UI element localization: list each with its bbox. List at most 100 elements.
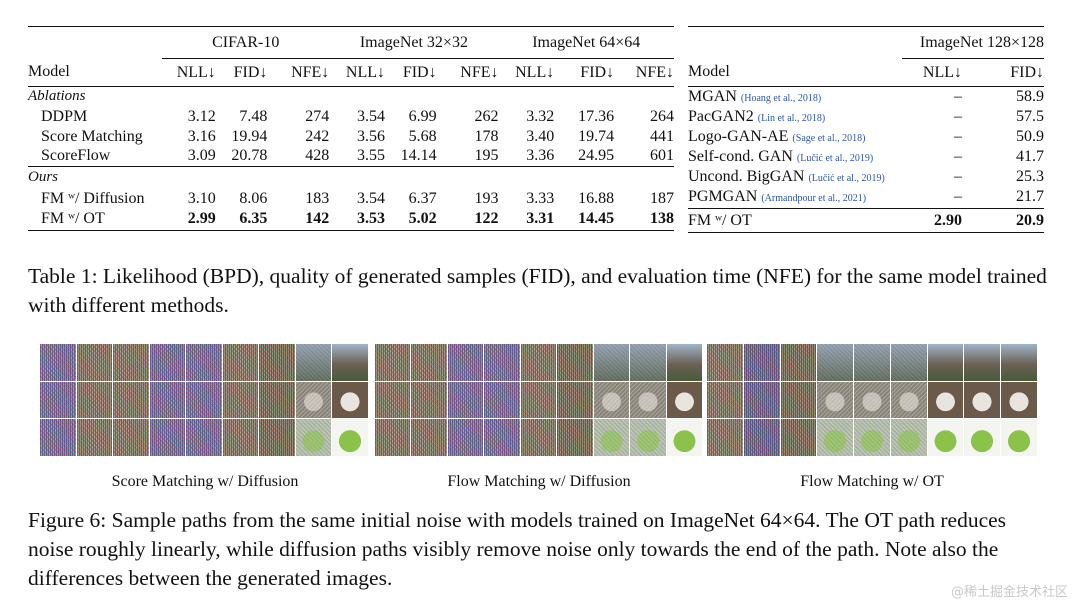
sample-image	[666, 419, 702, 456]
sample-image	[780, 381, 817, 419]
group-header-imagenet32: ImageNet 32×32	[329, 26, 499, 59]
metric-header: NFE↓	[635, 63, 674, 81]
table-cell: 16.88	[578, 189, 615, 207]
watermark: @稀土掘金技术社区	[950, 585, 1068, 600]
row-model: DDPM	[41, 107, 88, 125]
row-model: Logo-GAN-AE	[688, 127, 789, 145]
sample-image	[332, 381, 368, 419]
sample-image	[76, 344, 113, 381]
sample-image	[484, 381, 520, 419]
row-model: PGMGAN	[688, 188, 758, 206]
table-cell: 428	[305, 147, 330, 165]
table-cell: 50.9	[1016, 127, 1044, 145]
metric-header: FID↓	[1010, 63, 1044, 81]
sample-image	[375, 419, 411, 456]
table-cell: 6.35	[239, 210, 268, 228]
citation: (Lin et al., 2018)	[757, 112, 826, 124]
table-row: FM ʷ/ OT 2.90 20.9	[688, 208, 1044, 233]
table-cell: 58.9	[1016, 87, 1044, 105]
sample-image	[149, 381, 186, 419]
sample-image	[520, 381, 557, 419]
citation: (Sage et al., 2018)	[792, 132, 866, 144]
table-cell: 274	[305, 107, 330, 125]
table-cell: 242	[305, 127, 330, 145]
table-cell: 21.7	[1016, 188, 1044, 206]
table-cell: 3.40	[526, 127, 555, 145]
sample-image	[1001, 344, 1037, 381]
row-model: FM ʷ/ Diffusion	[41, 189, 145, 207]
table-cell: –	[954, 87, 962, 105]
table-cell: –	[954, 167, 962, 185]
table-cell: 6.37	[408, 189, 437, 207]
sample-image	[964, 344, 1001, 381]
table-cell: 3.10	[187, 189, 216, 207]
sample-image	[222, 344, 259, 381]
sample-image	[854, 381, 890, 419]
table-caption: Table 1: Likelihood (BPD), quality of ge…	[28, 264, 1047, 317]
table-cell: 122	[474, 210, 499, 228]
table-cell: 6.99	[408, 107, 437, 125]
sample-image	[707, 381, 743, 419]
sample-image	[484, 419, 520, 456]
sample-image	[743, 419, 780, 456]
table-row: PacGAN2 (Lin et al., 2018) – 57.5	[688, 107, 1044, 127]
group-header-imagenet128: ImageNet 128×128	[902, 26, 1044, 59]
table-cell: 138	[650, 210, 674, 228]
sample-image	[447, 344, 484, 381]
sample-image	[149, 419, 186, 456]
metric-header: NLL↓	[515, 63, 555, 81]
sample-image	[707, 419, 743, 456]
metric-header: NLL↓	[922, 63, 962, 81]
table-cell: 3.55	[357, 147, 386, 165]
sample-image	[630, 419, 666, 456]
table-cell: 25.3	[1016, 167, 1044, 185]
sample-image	[222, 419, 259, 456]
table-cell: 262	[474, 107, 499, 125]
sample-image	[259, 419, 295, 456]
sample-image	[411, 381, 447, 419]
table-cell: 57.5	[1016, 107, 1044, 125]
row-model: FM ʷ/ OT	[41, 210, 105, 228]
sample-image	[447, 381, 484, 419]
table-cell: 3.09	[187, 147, 216, 165]
sample-image	[332, 344, 368, 381]
sample-image	[743, 344, 780, 381]
figure-label: Flow Matching w/ OT	[800, 473, 944, 490]
sample-image	[222, 381, 259, 419]
table-cell: 3.54	[357, 189, 386, 207]
metric-header: NLL↓	[345, 63, 386, 81]
table-row: FM ʷ/ OT 2.99 6.35 142 3.53 5.02 122 3.3…	[28, 209, 674, 231]
sample-image	[666, 344, 702, 381]
metric-header: FID↓	[580, 63, 615, 81]
row-model: Self-cond. GAN	[688, 147, 793, 165]
figure-label: Score Matching w/ Diffusion	[111, 473, 299, 490]
sample-image	[890, 381, 927, 419]
table-row: ScoreFlow 3.09 20.78 428 3.55 14.14 195 …	[28, 147, 674, 167]
sample-image	[332, 419, 368, 456]
table-cell: –	[954, 107, 962, 125]
metric-header: NFE↓	[291, 63, 330, 81]
sample-grid-score-matching	[40, 344, 368, 456]
row-model: Uncond. BigGAN	[688, 167, 805, 185]
sample-image	[964, 419, 1001, 456]
table-row: Self-cond. GAN (Lučić et al., 2019) – 41…	[688, 147, 1044, 167]
sample-image	[666, 381, 702, 419]
sample-image	[817, 419, 854, 456]
sample-image	[557, 381, 593, 419]
table-cell: 24.95	[578, 147, 615, 165]
sample-image	[890, 419, 927, 456]
row-model: PacGAN2	[688, 107, 754, 125]
table-cell: 3.31	[526, 210, 555, 228]
sample-image	[780, 344, 817, 381]
row-model: MGAN	[688, 87, 737, 105]
table-cell: 20.9	[1016, 211, 1044, 229]
table-row: Uncond. BigGAN (Lučić et al., 2019) – 25…	[688, 167, 1044, 187]
sample-image	[76, 419, 113, 456]
sample-image	[113, 381, 149, 419]
row-model: Score Matching	[41, 127, 143, 145]
table-cell: 3.56	[357, 127, 386, 145]
table-row: FM ʷ/ Diffusion 3.10 8.06 183 3.54 6.37 …	[28, 189, 674, 209]
sample-grid-flow-matching-ot	[707, 344, 1037, 456]
row-model: FM ʷ/ OT	[688, 211, 752, 229]
table-cell: –	[954, 127, 962, 145]
